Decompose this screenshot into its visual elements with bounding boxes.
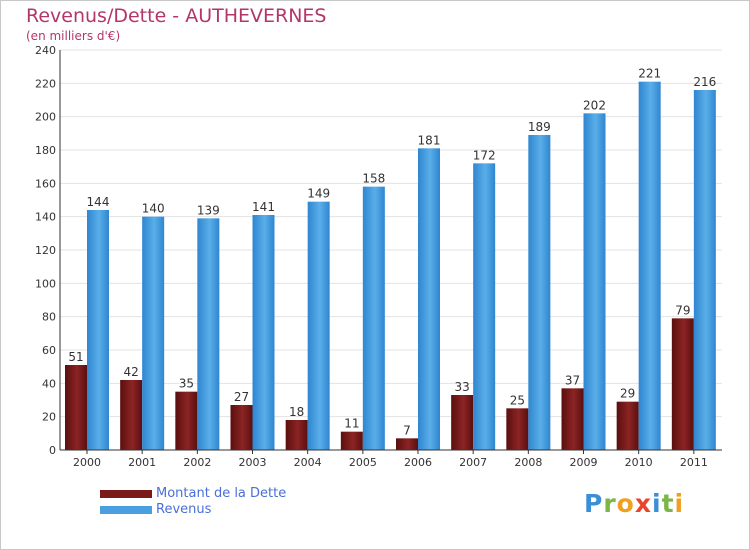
- value-label: 79: [675, 303, 690, 317]
- bar-revenus-2007: [473, 163, 496, 451]
- value-label: 181: [418, 133, 441, 147]
- bar-revenus-2003: [252, 215, 275, 450]
- logo-letter: x: [634, 489, 652, 518]
- logo-letter: P: [584, 489, 604, 518]
- x-tick-label: 2004: [294, 456, 322, 469]
- value-label: 140: [142, 202, 165, 216]
- bar-revenus-2009: [583, 113, 606, 450]
- value-labels: 51 144 42 140 35 139 27 141 18 149 11 158 7 181 33 172 2…: [68, 67, 716, 438]
- legend-swatch-dette: [100, 490, 152, 498]
- value-label: 202: [583, 98, 606, 112]
- y-tick-label: 160: [35, 177, 56, 190]
- value-label: 158: [362, 172, 385, 186]
- chart-title: Revenus/Dette - AUTHEVERNES: [26, 5, 327, 27]
- value-label: 221: [638, 67, 661, 81]
- y-tick-label: 40: [42, 377, 56, 390]
- x-tick-label: 2008: [514, 456, 542, 469]
- value-label: 149: [307, 187, 330, 201]
- bar-dette-2004: [285, 420, 308, 450]
- bar-dette-2008: [506, 408, 529, 450]
- x-axis: 2000 2001 2002 2003 2004 2005 2006 2007 2008 2009…: [60, 449, 722, 469]
- value-label: 51: [68, 350, 83, 364]
- value-label: 27: [234, 390, 249, 404]
- bar-revenus-2001: [142, 216, 165, 450]
- value-label: 189: [528, 120, 551, 134]
- x-tick-label: 2000: [73, 456, 101, 469]
- bar-dette-2001: [120, 380, 143, 450]
- bar-dette-2011: [671, 318, 694, 450]
- y-axis: 0 20 40 60 80 100 120 140 160 180 200 220 240: [35, 44, 61, 457]
- y-tick-label: 140: [35, 211, 56, 224]
- value-label: 35: [179, 377, 194, 391]
- bar-revenus-2006: [418, 148, 440, 451]
- value-label: 141: [252, 200, 275, 214]
- logo-letter: o: [616, 489, 635, 518]
- bar-revenus-2005: [362, 186, 385, 450]
- y-tick-label: 80: [42, 311, 56, 324]
- value-label: 42: [124, 365, 139, 379]
- x-tick-label: 2009: [570, 456, 598, 469]
- legend-label-revenus: Revenus: [156, 502, 212, 517]
- y-tick-label: 60: [42, 344, 56, 357]
- value-label: 139: [197, 203, 220, 217]
- x-tick-label: 2002: [183, 456, 211, 469]
- value-label: 11: [344, 417, 359, 431]
- bar-dette-2005: [340, 431, 363, 450]
- legend-label-dette: Montant de la Dette: [156, 486, 287, 501]
- bar-dette-2006: [396, 438, 418, 450]
- x-tick-label: 2003: [239, 456, 267, 469]
- bar-revenus-2004: [307, 201, 330, 450]
- x-tick-label: 2001: [128, 456, 156, 469]
- x-tick-label: 2006: [404, 456, 432, 469]
- logo-letter: t: [661, 489, 675, 518]
- value-label: 29: [620, 387, 635, 401]
- bar-dette-2002: [175, 391, 198, 450]
- y-tick-label: 180: [35, 144, 56, 157]
- bar-dette-2010: [616, 401, 639, 450]
- logo-letter: i: [674, 489, 685, 518]
- x-tick-label: 2010: [625, 456, 653, 469]
- value-label: 33: [455, 380, 470, 394]
- value-label: 172: [473, 148, 496, 162]
- y-tick-label: 120: [35, 244, 56, 257]
- logo-letter: i: [652, 489, 662, 518]
- x-tick-label: 2005: [349, 456, 377, 469]
- bar-dette-2003: [230, 405, 253, 450]
- bar-revenus-2002: [197, 218, 220, 450]
- value-label: 216: [693, 75, 716, 89]
- y-tick-label: 0: [49, 444, 56, 457]
- chart-subtitle: (en milliers d'€): [26, 29, 121, 43]
- grid-lines: [60, 49, 722, 451]
- y-tick-label: 220: [35, 77, 56, 90]
- bar-dette-2009: [561, 388, 584, 450]
- logo-letter: r: [603, 489, 617, 518]
- value-label: 18: [289, 405, 304, 419]
- value-label: 7: [403, 423, 411, 437]
- x-tick-label: 2011: [680, 456, 708, 469]
- bar-dette-2007: [451, 395, 474, 450]
- y-tick-label: 200: [35, 111, 56, 124]
- bar-revenus-2008: [528, 135, 551, 450]
- value-label: 144: [87, 195, 110, 209]
- bars: [65, 81, 716, 451]
- bar-revenus-2011: [693, 90, 716, 450]
- y-tick-label: 20: [42, 411, 56, 424]
- x-tick-label: 2007: [459, 456, 487, 469]
- value-label: 25: [510, 393, 525, 407]
- proxiti-logo: Proxiti: [584, 489, 684, 518]
- bar-dette-2000: [65, 365, 87, 450]
- bar-revenus-2000: [87, 210, 109, 450]
- legend-swatch-revenus: [100, 506, 152, 514]
- value-label: 37: [565, 373, 580, 387]
- y-tick-label: 100: [35, 277, 56, 290]
- y-tick-label: 240: [35, 44, 56, 57]
- bar-revenus-2010: [638, 81, 661, 451]
